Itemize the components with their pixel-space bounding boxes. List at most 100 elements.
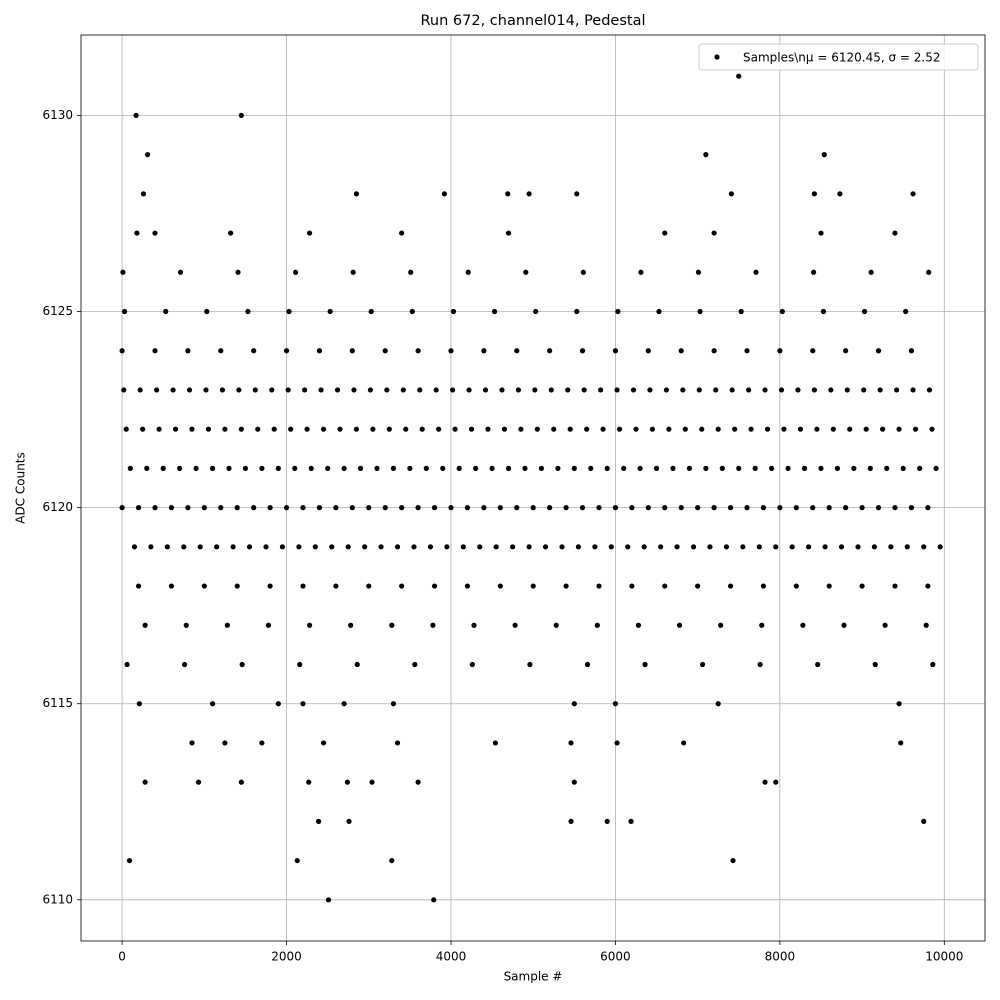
point [600,426,606,432]
point [366,505,372,511]
point [608,544,614,550]
point [412,661,418,668]
chart-title: Run 672, channel014, Pedestal [420,13,645,29]
point [177,269,184,275]
point [615,308,621,315]
point [614,387,620,393]
point [334,387,341,393]
point [124,661,130,668]
point [408,269,414,275]
point [181,661,188,668]
point [861,387,867,393]
point [304,426,310,432]
point [571,701,577,707]
point [695,583,701,589]
point [415,505,421,511]
point [773,544,779,550]
point [621,465,627,471]
point [847,426,853,432]
point [235,269,241,275]
point [719,465,725,471]
point [826,583,832,589]
point [703,465,709,471]
point [548,387,554,393]
point [341,465,347,471]
point [575,544,582,550]
point [629,505,635,511]
point [711,505,717,511]
point [450,387,456,393]
point [658,544,664,550]
point [814,426,820,432]
point [892,505,898,511]
point [801,465,808,471]
point [242,465,249,471]
point [431,897,437,903]
point [759,622,765,628]
point [744,505,750,511]
point [574,308,580,315]
point [662,230,668,236]
point [676,622,683,628]
point [526,191,532,197]
point [259,740,265,746]
point [246,544,253,550]
point [892,230,898,236]
point [718,622,724,628]
point [440,465,446,471]
point [563,505,569,511]
point [859,505,865,511]
point [306,230,313,236]
point [185,505,191,511]
point [748,426,754,432]
point [642,661,648,668]
point [699,426,705,432]
point [729,387,735,393]
point [781,426,787,432]
y-tick-label: 6125 [42,304,73,318]
point [431,583,438,589]
point [738,308,744,315]
point [297,661,303,668]
point [471,622,477,628]
point [267,583,273,589]
point [703,152,709,158]
point [271,426,277,432]
point [921,544,927,550]
point [252,387,258,393]
point [616,426,623,432]
point [682,426,688,432]
point [399,505,405,511]
point [547,505,553,511]
point [234,505,240,511]
point [898,740,904,746]
point [316,348,323,354]
x-tick-label: 0 [118,950,126,964]
point [877,387,883,393]
point [135,583,142,589]
point [837,191,843,197]
point [369,779,375,785]
point [612,505,619,511]
point [183,622,189,628]
point [477,544,483,550]
point [670,465,676,471]
point [448,505,454,511]
point [368,308,374,315]
point [296,544,302,550]
point [466,387,472,393]
point [193,465,199,471]
point [362,544,368,550]
point [172,426,179,432]
point [596,505,602,511]
point [645,348,651,354]
point [265,622,272,628]
point [584,426,590,432]
point [777,348,783,354]
point [224,622,230,628]
point [285,387,291,393]
point [177,465,183,471]
point [727,583,734,589]
point [348,622,354,628]
